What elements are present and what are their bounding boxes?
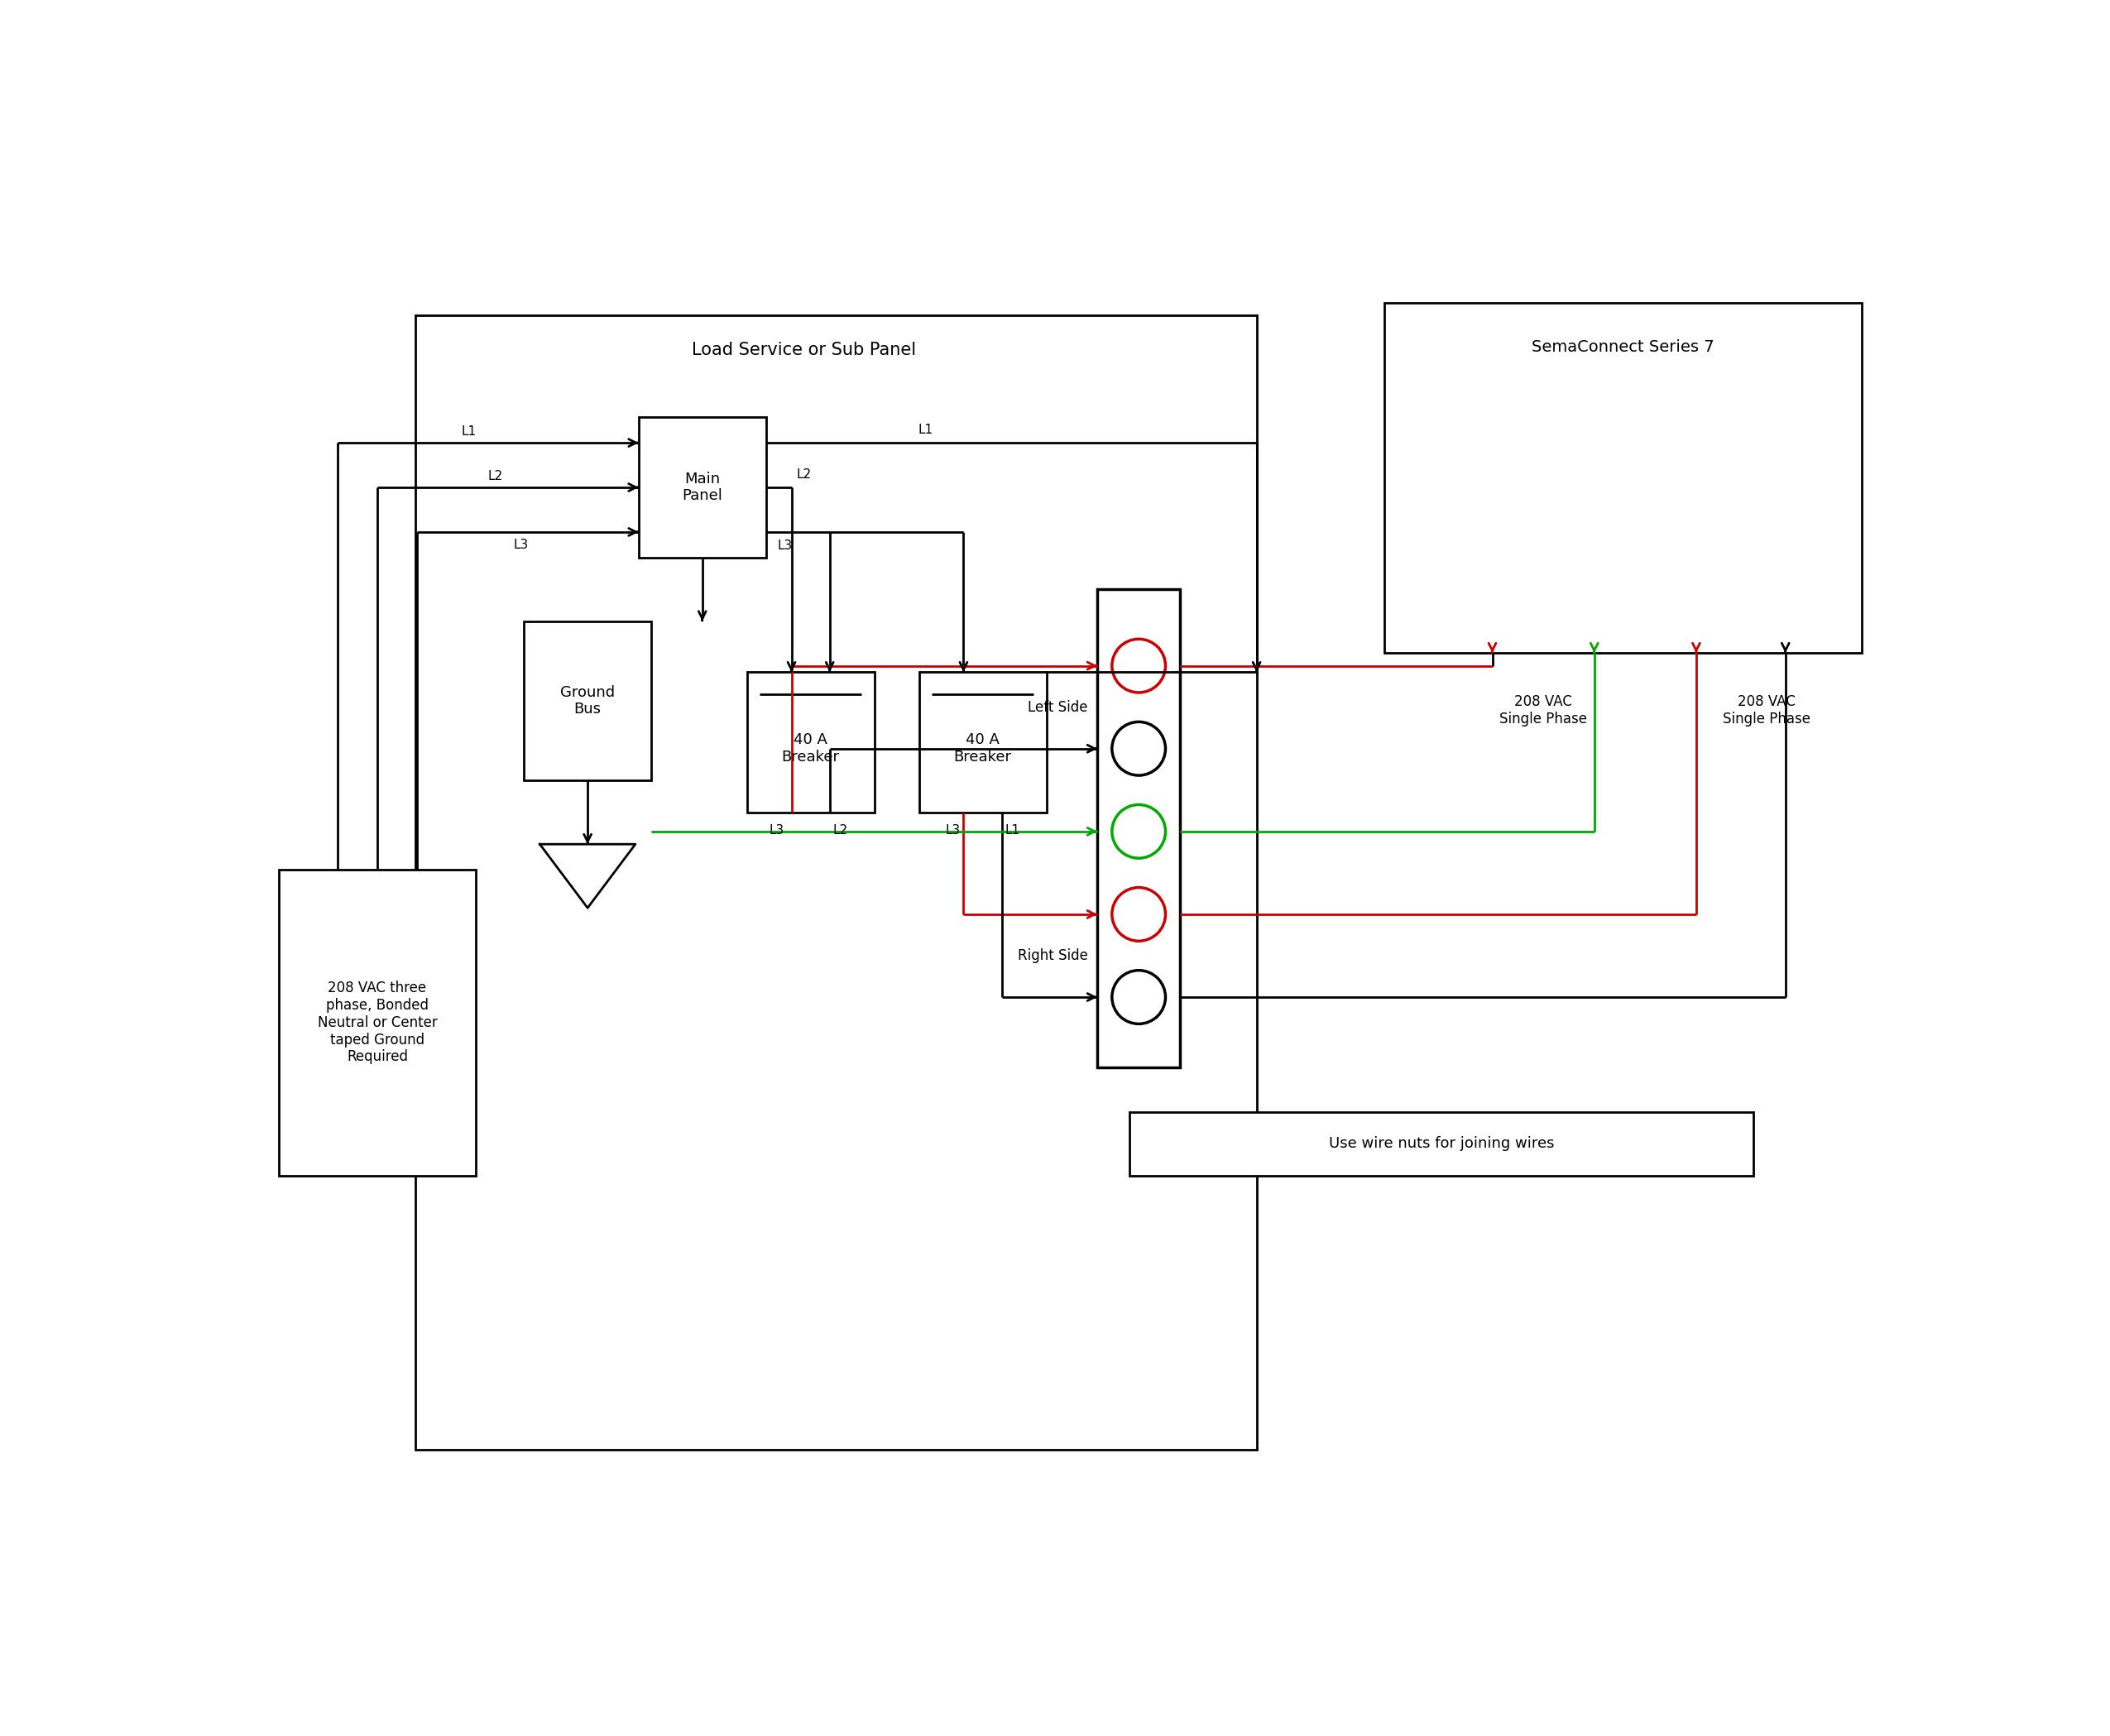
Text: Ground
Bus: Ground Bus — [561, 684, 614, 717]
Text: 208 VAC
Single Phase: 208 VAC Single Phase — [1722, 694, 1810, 726]
Bar — [747, 672, 874, 812]
Text: L3: L3 — [945, 825, 960, 837]
Text: 40 A
Breaker: 40 A Breaker — [954, 733, 1011, 764]
Text: L3: L3 — [513, 538, 530, 550]
Text: Right Side: Right Side — [1017, 948, 1089, 963]
Text: Left Side: Left Side — [1028, 700, 1089, 715]
Text: Load Service or Sub Panel: Load Service or Sub Panel — [692, 342, 916, 359]
Bar — [920, 672, 1047, 812]
Text: Main
Panel: Main Panel — [682, 472, 722, 503]
Text: L1: L1 — [918, 424, 933, 436]
Text: L2: L2 — [487, 470, 502, 483]
Text: L1: L1 — [462, 425, 477, 437]
Text: L1: L1 — [1004, 825, 1019, 837]
Text: 40 A
Breaker: 40 A Breaker — [781, 733, 840, 764]
Bar — [1097, 589, 1179, 1068]
Bar — [1129, 1111, 1753, 1175]
Text: L3: L3 — [768, 825, 783, 837]
Bar — [416, 316, 1258, 1450]
Text: L2: L2 — [798, 469, 812, 481]
Text: 208 VAC three
phase, Bonded
Neutral or Center
taped Ground
Required: 208 VAC three phase, Bonded Neutral or C… — [316, 981, 437, 1064]
Bar — [523, 621, 652, 781]
Text: L3: L3 — [779, 540, 793, 552]
Text: 208 VAC
Single Phase: 208 VAC Single Phase — [1500, 694, 1587, 726]
Text: Use wire nuts for joining wires: Use wire nuts for joining wires — [1329, 1135, 1555, 1151]
Bar — [639, 417, 766, 557]
Text: SemaConnect Series 7: SemaConnect Series 7 — [1532, 339, 1713, 356]
Text: L2: L2 — [833, 825, 848, 837]
Bar — [1384, 302, 1861, 653]
Bar — [279, 870, 477, 1175]
